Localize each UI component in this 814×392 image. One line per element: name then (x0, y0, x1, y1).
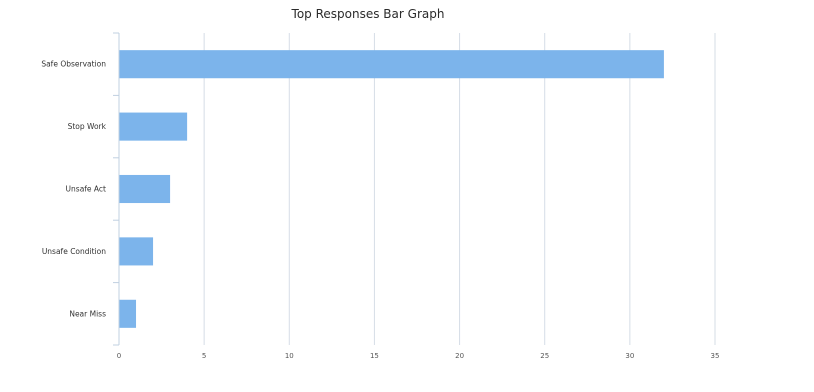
x-tick-labels: 0 5 10 15 20 25 30 35 (117, 352, 720, 360)
bar-unsafe-condition (119, 237, 154, 266)
bar-near-miss (119, 299, 137, 328)
x-tick-label-0: 0 (117, 352, 121, 360)
bars (119, 50, 664, 328)
grid-lines (203, 33, 716, 345)
category-labels: Safe Observation Stop Work Unsafe Act Unsaf… (41, 60, 106, 319)
bar-safe-observation (119, 50, 664, 79)
x-tick-label-10: 10 (285, 352, 294, 360)
x-tick-label-15: 15 (370, 352, 379, 360)
x-tick-label-20: 20 (455, 352, 464, 360)
category-label-near-miss: Near Miss (69, 309, 106, 318)
category-label-safe-observation: Safe Observation (41, 60, 106, 69)
x-tick-label-35: 35 (711, 352, 720, 360)
category-label-unsafe-condition: Unsafe Condition (42, 247, 106, 256)
x-tick-label-25: 25 (540, 352, 549, 360)
bar-stop-work (119, 112, 188, 141)
x-tick-label-30: 30 (625, 352, 634, 360)
axes (113, 32, 120, 346)
chart-title: Top Responses Bar Graph (291, 7, 445, 21)
category-label-stop-work: Stop Work (68, 122, 107, 131)
category-label-unsafe-act: Unsafe Act (66, 185, 107, 194)
x-tick-label-5: 5 (202, 352, 206, 360)
bar-unsafe-act (119, 174, 171, 204)
